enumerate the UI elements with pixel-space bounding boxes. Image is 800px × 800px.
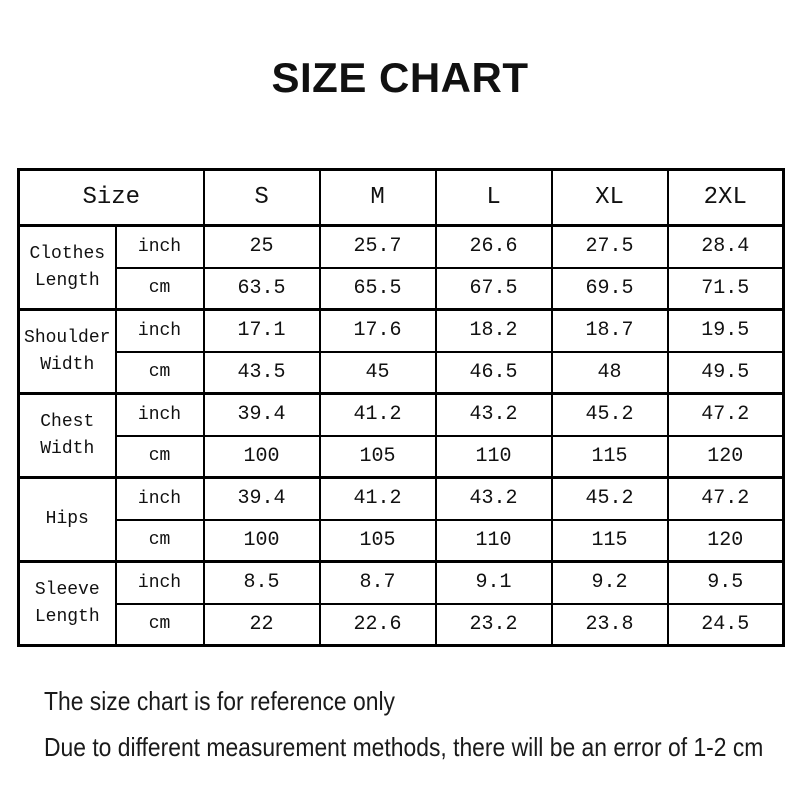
unit-label-inch: inch [114, 308, 205, 353]
value-cell: 18.7 [550, 308, 669, 353]
table-row-chest-width-cm: cm 100 105 110 115 120 [19, 434, 785, 479]
value-cell: 39.4 [202, 392, 321, 437]
value-cell: 63.5 [202, 266, 321, 311]
value-cell: 24.5 [666, 602, 785, 647]
category-sleeve-length: Sleeve Length [17, 560, 117, 647]
value-cell: 17.1 [202, 308, 321, 353]
table-row-hips-inch: Hips inch 39.4 41.2 43.2 45.2 47.2 [17, 476, 785, 563]
table-row-sleeve-length-cm: cm 22 22.6 23.2 23.8 24.5 [19, 602, 785, 647]
value-cell: 25 [202, 224, 321, 269]
category-hips: Hips [17, 476, 117, 563]
value-cell: 110 [434, 518, 553, 563]
value-cell: 48 [550, 350, 669, 395]
header-size-m: M [318, 168, 437, 227]
table-header-row: Size S M L XL 2XL [17, 168, 785, 227]
category-clothes-length: Clothes Length [17, 224, 117, 311]
value-cell: 115 [550, 518, 669, 563]
table-row-sleeve-length-inch: Sleeve Length inch 8.5 8.7 9.1 9.2 9.5 [17, 560, 785, 647]
value-cell: 105 [318, 518, 437, 563]
value-cell: 43.2 [434, 476, 553, 521]
value-cell: 43.5 [202, 350, 321, 395]
header-size-l: L [434, 168, 553, 227]
header-size-2xl: 2XL [666, 168, 785, 227]
value-cell: 41.2 [318, 392, 437, 437]
value-cell: 8.5 [202, 560, 321, 605]
unit-label-cm: cm [114, 350, 205, 395]
value-cell: 8.7 [318, 560, 437, 605]
note-reference-only: The size chart is for reference only [44, 686, 395, 716]
value-cell: 43.2 [434, 392, 553, 437]
value-cell: 17.6 [318, 308, 437, 353]
category-shoulder-width: Shoulder Width [17, 308, 117, 395]
value-cell: 65.5 [318, 266, 437, 311]
table-row-clothes-length-cm: cm 63.5 65.5 67.5 69.5 71.5 [19, 266, 785, 311]
unit-label-inch: inch [114, 560, 205, 605]
value-cell: 22 [202, 602, 321, 647]
value-cell: 45 [318, 350, 437, 395]
value-cell: 120 [666, 518, 785, 563]
value-cell: 28.4 [666, 224, 785, 269]
value-cell: 27.5 [550, 224, 669, 269]
unit-label-cm: cm [114, 518, 205, 563]
unit-label-inch: inch [114, 392, 205, 437]
value-cell: 23.2 [434, 602, 553, 647]
value-cell: 41.2 [318, 476, 437, 521]
unit-label-cm: cm [114, 434, 205, 479]
unit-label-inch: inch [114, 224, 205, 269]
value-cell: 23.8 [550, 602, 669, 647]
table-row-clothes-length-inch: Clothes Length inch 25 25.7 26.6 27.5 28… [17, 224, 785, 311]
value-cell: 120 [666, 434, 785, 479]
value-cell: 49.5 [666, 350, 785, 395]
unit-label-inch: inch [114, 476, 205, 521]
value-cell: 100 [202, 518, 321, 563]
header-size-s: S [202, 168, 321, 227]
value-cell: 105 [318, 434, 437, 479]
value-cell: 9.2 [550, 560, 669, 605]
value-cell: 110 [434, 434, 553, 479]
value-cell: 47.2 [666, 392, 785, 437]
unit-label-cm: cm [114, 266, 205, 311]
value-cell: 45.2 [550, 476, 669, 521]
value-cell: 25.7 [318, 224, 437, 269]
value-cell: 100 [202, 434, 321, 479]
value-cell: 18.2 [434, 308, 553, 353]
value-cell: 19.5 [666, 308, 785, 353]
note-measurement-error: Due to different measurement methods, th… [44, 732, 764, 762]
value-cell: 9.1 [434, 560, 553, 605]
value-cell: 67.5 [434, 266, 553, 311]
size-table: Size S M L XL 2XL Clothes Length inch 25… [17, 168, 786, 647]
table-row-shoulder-width-cm: cm 43.5 45 46.5 48 49.5 [19, 350, 785, 395]
value-cell: 26.6 [434, 224, 553, 269]
table-row-shoulder-width-inch: Shoulder Width inch 17.1 17.6 18.2 18.7 … [17, 308, 785, 395]
value-cell: 71.5 [666, 266, 785, 311]
footer-notes: The size chart is for reference only Due… [44, 688, 800, 780]
category-chest-width: Chest Width [17, 392, 117, 479]
value-cell: 69.5 [550, 266, 669, 311]
value-cell: 9.5 [666, 560, 785, 605]
header-size-xl: XL [550, 168, 669, 227]
table-row-hips-cm: cm 100 105 110 115 120 [19, 518, 785, 563]
value-cell: 22.6 [318, 602, 437, 647]
value-cell: 46.5 [434, 350, 553, 395]
value-cell: 115 [550, 434, 669, 479]
value-cell: 39.4 [202, 476, 321, 521]
value-cell: 45.2 [550, 392, 669, 437]
header-size-label: Size [17, 168, 205, 227]
page-title: SIZE CHART [271, 54, 529, 101]
table-row-chest-width-inch: Chest Width inch 39.4 41.2 43.2 45.2 47.… [17, 392, 785, 479]
value-cell: 47.2 [666, 476, 785, 521]
unit-label-cm: cm [114, 602, 205, 647]
